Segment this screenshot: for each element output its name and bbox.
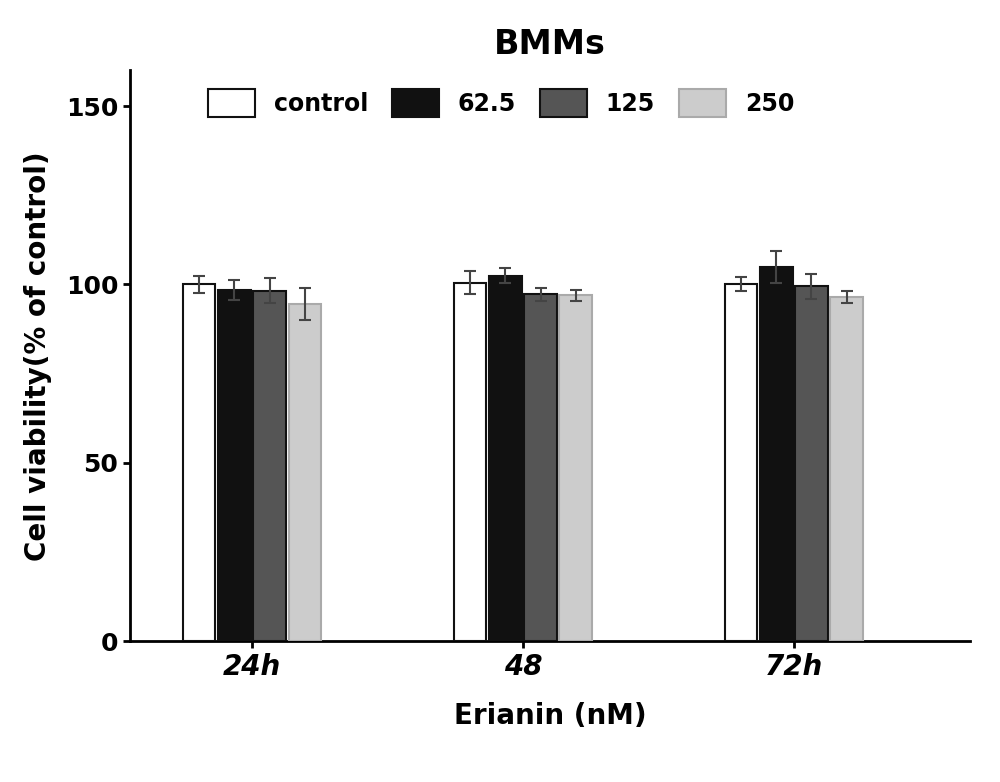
- Bar: [454, 282, 486, 641]
- Bar: [830, 297, 863, 641]
- Bar: [218, 290, 251, 641]
- Bar: [795, 286, 828, 641]
- Bar: [183, 285, 215, 641]
- Y-axis label: Cell viability(% of control): Cell viability(% of control): [24, 151, 52, 561]
- Title: BMMs: BMMs: [494, 27, 606, 61]
- Legend: control, 62.5, 125, 250: control, 62.5, 125, 250: [201, 82, 801, 124]
- Bar: [489, 275, 522, 641]
- Bar: [760, 267, 793, 641]
- Bar: [524, 295, 557, 641]
- X-axis label: Erianin (nM): Erianin (nM): [454, 702, 646, 730]
- Bar: [559, 295, 592, 641]
- Bar: [289, 304, 321, 641]
- Bar: [725, 284, 757, 641]
- Bar: [253, 291, 286, 641]
